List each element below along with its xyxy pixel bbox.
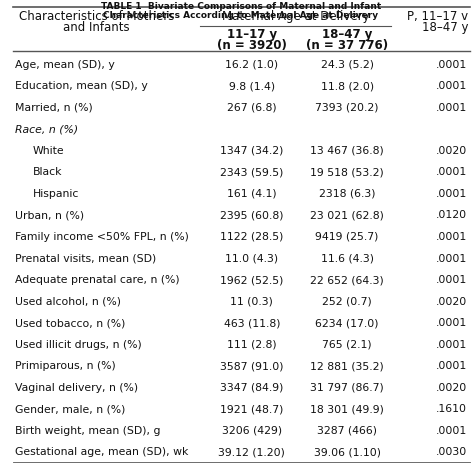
Text: (n = 37 776): (n = 37 776)	[306, 39, 388, 52]
Text: Used tobacco, n (%): Used tobacco, n (%)	[15, 318, 125, 328]
Text: 267 (6.8): 267 (6.8)	[227, 103, 277, 113]
Text: 6234 (17.0): 6234 (17.0)	[315, 318, 379, 328]
Text: 1122 (28.5): 1122 (28.5)	[220, 232, 283, 242]
Text: .0001: .0001	[436, 254, 467, 263]
Text: Family income <50% FPL, n (%): Family income <50% FPL, n (%)	[15, 232, 189, 242]
Text: Education, mean (SD), y: Education, mean (SD), y	[15, 81, 147, 91]
Text: 9.8 (1.4): 9.8 (1.4)	[229, 81, 275, 91]
Text: 7393 (20.2): 7393 (20.2)	[315, 103, 379, 113]
Text: .0020: .0020	[436, 296, 467, 307]
Text: 3287 (466): 3287 (466)	[317, 426, 377, 436]
Text: Primiparous, n (%): Primiparous, n (%)	[15, 361, 116, 371]
Text: 18–47 y: 18–47 y	[421, 21, 468, 34]
Text: 11.0 (4.3): 11.0 (4.3)	[225, 254, 278, 263]
Text: 3206 (429): 3206 (429)	[222, 426, 282, 436]
Text: 9419 (25.7): 9419 (25.7)	[316, 232, 379, 242]
Text: 31 797 (86.7): 31 797 (86.7)	[310, 383, 384, 393]
Text: .0001: .0001	[436, 167, 467, 178]
Text: 11.8 (2.0): 11.8 (2.0)	[320, 81, 374, 91]
Text: .0001: .0001	[436, 103, 467, 113]
Text: 39.06 (1.10): 39.06 (1.10)	[314, 447, 381, 457]
Text: .0001: .0001	[436, 60, 467, 70]
Text: .0001: .0001	[436, 361, 467, 371]
Text: 3587 (91.0): 3587 (91.0)	[220, 361, 283, 371]
Text: 16.2 (1.0): 16.2 (1.0)	[225, 60, 278, 70]
Text: 463 (11.8): 463 (11.8)	[224, 318, 280, 328]
Text: 18–47 y: 18–47 y	[322, 28, 373, 41]
Text: 2343 (59.5): 2343 (59.5)	[220, 167, 283, 178]
Text: 12 881 (35.2): 12 881 (35.2)	[310, 361, 384, 371]
Text: 765 (2.1): 765 (2.1)	[322, 340, 372, 350]
Text: 22 652 (64.3): 22 652 (64.3)	[310, 275, 384, 285]
Text: Race, n (%): Race, n (%)	[15, 124, 78, 134]
Text: Gestational age, mean (SD), wk: Gestational age, mean (SD), wk	[15, 447, 188, 457]
Text: Characteristics According to Maternal Age at Delivery: Characteristics According to Maternal Ag…	[103, 11, 379, 20]
Text: Black: Black	[33, 167, 62, 178]
Text: 11 (0.3): 11 (0.3)	[230, 296, 273, 307]
Text: TABLE 1  Bivariate Comparisons of Maternal and Infant: TABLE 1 Bivariate Comparisons of Materna…	[101, 2, 381, 11]
Text: Hispanic: Hispanic	[33, 189, 79, 199]
Text: Maternal Age at Delivery: Maternal Age at Delivery	[222, 10, 369, 23]
Text: 24.3 (5.2): 24.3 (5.2)	[320, 60, 374, 70]
Text: White: White	[33, 146, 64, 156]
Text: .0001: .0001	[436, 232, 467, 242]
Text: 11–17 y: 11–17 y	[227, 28, 277, 41]
Text: 13 467 (36.8): 13 467 (36.8)	[310, 146, 384, 156]
Text: 11.6 (4.3): 11.6 (4.3)	[320, 254, 374, 263]
Text: .0020: .0020	[436, 383, 467, 393]
Text: Vaginal delivery, n (%): Vaginal delivery, n (%)	[15, 383, 138, 393]
Text: .0120: .0120	[436, 211, 467, 220]
Text: .0001: .0001	[436, 340, 467, 350]
Text: .0001: .0001	[436, 318, 467, 328]
Text: Birth weight, mean (SD), g: Birth weight, mean (SD), g	[15, 426, 160, 436]
Text: .0020: .0020	[436, 146, 467, 156]
Text: 161 (4.1): 161 (4.1)	[227, 189, 277, 199]
Text: Age, mean (SD), y: Age, mean (SD), y	[15, 60, 115, 70]
Text: Urban, n (%): Urban, n (%)	[15, 211, 84, 220]
Text: 18 301 (49.9): 18 301 (49.9)	[310, 404, 384, 414]
Text: 1347 (34.2): 1347 (34.2)	[220, 146, 283, 156]
Text: 39.12 (1.20): 39.12 (1.20)	[219, 447, 285, 457]
Text: 1962 (52.5): 1962 (52.5)	[220, 275, 283, 285]
Text: 2318 (6.3): 2318 (6.3)	[319, 189, 375, 199]
Text: Married, n (%): Married, n (%)	[15, 103, 92, 113]
Text: Used illicit drugs, n (%): Used illicit drugs, n (%)	[15, 340, 142, 350]
Text: Gender, male, n (%): Gender, male, n (%)	[15, 404, 125, 414]
Text: Used alcohol, n (%): Used alcohol, n (%)	[15, 296, 121, 307]
Text: 252 (0.7): 252 (0.7)	[322, 296, 372, 307]
Text: 111 (2.8): 111 (2.8)	[227, 340, 277, 350]
Text: .0001: .0001	[436, 81, 467, 91]
Text: .1610: .1610	[436, 404, 467, 414]
Text: 19 518 (53.2): 19 518 (53.2)	[310, 167, 384, 178]
Text: Characteristics of Mothers: Characteristics of Mothers	[19, 10, 174, 23]
Text: 23 021 (62.8): 23 021 (62.8)	[310, 211, 384, 220]
Text: 3347 (84.9): 3347 (84.9)	[220, 383, 283, 393]
Text: Prenatal visits, mean (SD): Prenatal visits, mean (SD)	[15, 254, 156, 263]
Text: (n = 3920): (n = 3920)	[217, 39, 287, 52]
Text: .0001: .0001	[436, 189, 467, 199]
Text: .0001: .0001	[436, 275, 467, 285]
Text: .0030: .0030	[436, 447, 467, 457]
Text: Adequate prenatal care, n (%): Adequate prenatal care, n (%)	[15, 275, 180, 285]
Text: 1921 (48.7): 1921 (48.7)	[220, 404, 283, 414]
Text: .0001: .0001	[436, 426, 467, 436]
Text: 2395 (60.8): 2395 (60.8)	[220, 211, 283, 220]
Text: P, 11–17 v: P, 11–17 v	[407, 10, 468, 23]
Text: and Infants: and Infants	[63, 21, 130, 34]
